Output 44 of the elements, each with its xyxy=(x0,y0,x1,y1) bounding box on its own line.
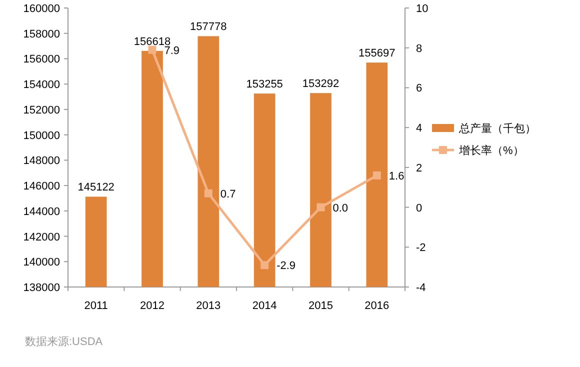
data-label: 0.7 xyxy=(220,188,236,200)
y-tick-label: 152000 xyxy=(23,104,60,116)
legend-label: 增长率（%） xyxy=(458,144,524,157)
point xyxy=(204,189,212,198)
data-label: 7.9 xyxy=(164,44,180,57)
y2-tick-label: 8 xyxy=(416,42,422,55)
y2-tick-label: 0 xyxy=(416,202,422,214)
y-tick-label: 142000 xyxy=(23,231,60,244)
y2-tick-label: 2 xyxy=(416,162,422,174)
y-tick-label: 158000 xyxy=(23,28,60,40)
x-tick-label: 2016 xyxy=(364,300,390,312)
x-tick-label: 2012 xyxy=(140,300,164,312)
legend-label: 总产量（千包） xyxy=(458,122,536,135)
y-tick-label: 156000 xyxy=(23,54,60,66)
point xyxy=(316,203,325,212)
y-tick-label: 160000 xyxy=(23,3,60,15)
y-tick-label: 144000 xyxy=(23,206,60,218)
y-tick-label: 148000 xyxy=(23,155,60,168)
point xyxy=(372,171,381,180)
y-tick-label: 154000 xyxy=(23,79,60,92)
y-tick-label: 138000 xyxy=(23,282,60,294)
data-label: 0.0 xyxy=(332,202,348,214)
x-tick-label: 2015 xyxy=(308,300,333,312)
point xyxy=(260,261,269,270)
y-tick-label: 150000 xyxy=(23,130,60,142)
source-note: 数据来源:USDA xyxy=(25,335,104,348)
y2-tick-label: -4 xyxy=(416,282,426,294)
data-label: 157778 xyxy=(190,21,227,34)
data-label: 153292 xyxy=(302,78,340,90)
data-label: 145122 xyxy=(78,182,114,194)
point xyxy=(148,46,156,54)
x-tick-label: 2014 xyxy=(252,300,277,312)
y2-tick-label: -2 xyxy=(416,242,426,254)
x-tick-label: 2013 xyxy=(196,300,221,312)
y2-tick-label: 10 xyxy=(416,3,428,15)
y-tick-label: 146000 xyxy=(23,180,60,193)
data-label: 153255 xyxy=(246,78,283,91)
x-tick-label: 2011 xyxy=(84,300,108,312)
y2-tick-label: 6 xyxy=(416,82,422,95)
data-label: 155697 xyxy=(358,48,396,60)
data-label: 1.6 xyxy=(388,170,404,182)
data-label: -2.9 xyxy=(276,260,296,272)
y-tick-label: 140000 xyxy=(23,256,60,269)
y2-tick-label: 4 xyxy=(416,122,422,135)
